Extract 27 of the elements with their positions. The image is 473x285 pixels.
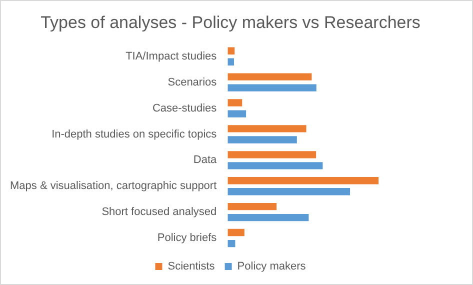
y-tick-label: In-depth studies on specific topics bbox=[52, 128, 218, 140]
bar bbox=[228, 47, 235, 54]
bar bbox=[228, 214, 309, 222]
bar bbox=[228, 58, 234, 66]
legend-label: Scientists bbox=[168, 260, 216, 273]
y-tick-label: Maps & visualisation, cartographic support bbox=[10, 180, 217, 192]
bar bbox=[228, 228, 244, 236]
chart-title: Types of analyses - Policy makers vs Researchers bbox=[40, 12, 420, 32]
bar bbox=[228, 162, 323, 170]
y-tick-label: Policy briefs bbox=[157, 232, 218, 244]
y-tick-label: Short focused analysed bbox=[102, 206, 217, 218]
bar bbox=[228, 84, 316, 92]
bar bbox=[228, 240, 236, 248]
bar bbox=[228, 188, 350, 196]
bar bbox=[228, 136, 297, 144]
bar bbox=[228, 125, 306, 132]
legend-label: Policy makers bbox=[237, 260, 306, 273]
bar bbox=[228, 202, 277, 210]
y-tick-label: Case-studies bbox=[152, 102, 218, 114]
bar bbox=[228, 177, 379, 184]
y-tick-label: TIA/Impact studies bbox=[126, 50, 218, 62]
y-tick-label: Scenarios bbox=[168, 76, 218, 88]
y-tick-label: Data bbox=[193, 154, 218, 166]
bar bbox=[228, 110, 246, 118]
bar bbox=[228, 73, 312, 80]
bar bbox=[228, 151, 316, 158]
bar bbox=[228, 99, 242, 106]
